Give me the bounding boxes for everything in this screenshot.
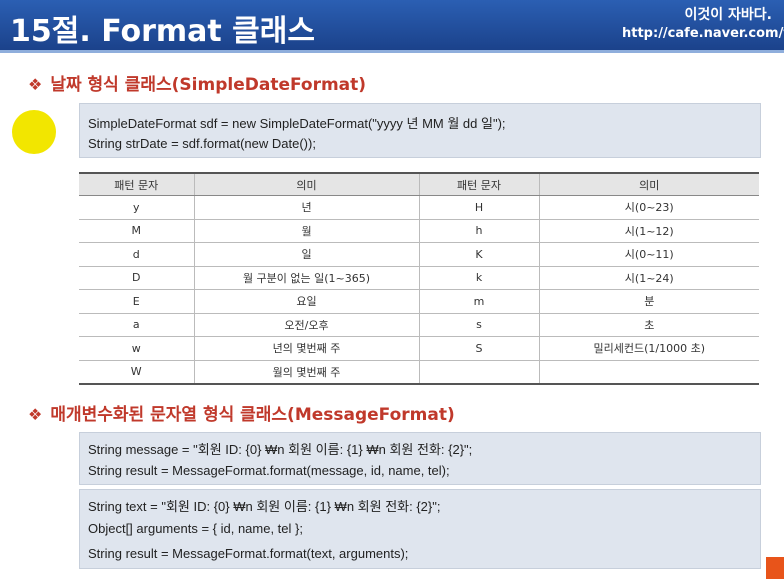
table-cell: H [418,195,539,220]
table-cell: d [79,242,194,267]
table-cell: 밀리세컨드(1/1000 초) [538,336,759,361]
table-cell: s [418,313,539,337]
table-cell: W [79,360,194,385]
code-line: String result = MessageFormat.format(tex… [88,546,409,561]
table-cell [538,360,759,385]
table-cell: 시(0~11) [538,242,759,267]
table-cell: 분 [538,289,759,314]
table-row: M 월 h 시(1~12) [79,219,759,243]
table-cell: 년 [193,195,419,220]
column-header: 의미 [193,172,419,196]
table-row: w 년의 몇번째 주 S 밀리세컨드(1/1000 초) [79,336,759,361]
table-cell: w [79,336,194,361]
table-cell: m [418,289,539,314]
column-header: 패턴 문자 [418,172,539,196]
code-line: Object[] arguments = { id, name, tel }; [88,521,303,536]
table-cell: M [79,219,194,243]
table-row: W 월의 몇번째 주 [79,360,759,385]
cursor-highlight [12,110,56,154]
section-simpledateformat-heading: ❖ 날짜 형식 클래스(SimpleDateFormat) [28,70,366,95]
column-header: 패턴 문자 [79,172,194,196]
table-cell: 시(1~24) [538,266,759,290]
cafe-url-link[interactable]: http://cafe.naver.com/thi [622,26,784,41]
table-cell: 일 [193,242,419,267]
table-cell: y [79,195,194,220]
code-box-message: String message = "회원 ID: {0} ₩n 회원 이름: {… [79,432,761,485]
table-cell: 년의 몇번째 주 [193,336,419,361]
section-messageformat-heading: ❖ 매개변수화된 문자열 형식 클래스(MessageFormat) [28,400,455,425]
section-title-text: 날짜 형식 클래스(SimpleDateFormat) [50,75,367,95]
table-row: E 요일 m 분 [79,289,759,314]
table-cell: 오전/오후 [193,313,419,337]
code-line: String message = "회원 ID: {0} ₩n 회원 이름: {… [88,442,473,457]
table-cell: 시(0~23) [538,195,759,220]
table-cell: h [418,219,539,243]
table-cell: 월의 몇번째 주 [193,360,419,385]
diamond-bullet-icon: ❖ [28,75,43,94]
code-line: SimpleDateFormat sdf = new SimpleDateFor… [88,116,506,131]
table-cell: 시(1~12) [538,219,759,243]
corner-badge [766,557,784,579]
table-cell: D [79,266,194,290]
table-cell: a [79,313,194,337]
table-header-row: 패턴 문자 의미 패턴 문자 의미 [79,172,759,196]
table-cell: 요일 [193,289,419,314]
table-cell: E [79,289,194,314]
diamond-bullet-icon: ❖ [28,405,43,424]
table-cell: 월 구분이 없는 일(1~365) [193,266,419,290]
table-cell: k [418,266,539,290]
code-line: String strDate = sdf.format(new Date()); [88,136,316,151]
table-row: a 오전/오후 s 초 [79,313,759,337]
table-row: y 년 H 시(0~23) [79,195,759,220]
table-cell [418,360,539,385]
slide-header [0,0,784,50]
code-box-arguments: String text = "회원 ID: {0} ₩n 회원 이름: {1} … [79,489,761,569]
column-header: 의미 [538,172,759,196]
code-box-simpledateformat: SimpleDateFormat sdf = new SimpleDateFor… [79,103,761,158]
code-line: String result = MessageFormat.format(mes… [88,463,450,478]
table-cell: S [418,336,539,361]
pattern-table: 패턴 문자 의미 패턴 문자 의미 y 년 H 시(0~23) M 월 h 시(… [79,172,759,385]
brand-label: 이것이 자바다. [684,7,772,23]
table-cell: K [418,242,539,267]
table-cell: 월 [193,219,419,243]
table-cell: 초 [538,313,759,337]
header-divider [0,50,784,53]
table-row: d 일 K 시(0~11) [79,242,759,267]
section-title-text: 매개변수화된 문자열 형식 클래스(MessageFormat) [50,405,455,425]
table-row: D 월 구분이 없는 일(1~365) k 시(1~24) [79,266,759,290]
code-line: String text = "회원 ID: {0} ₩n 회원 이름: {1} … [88,499,441,514]
slide-title: 15절. Format 클래스 [10,14,315,49]
